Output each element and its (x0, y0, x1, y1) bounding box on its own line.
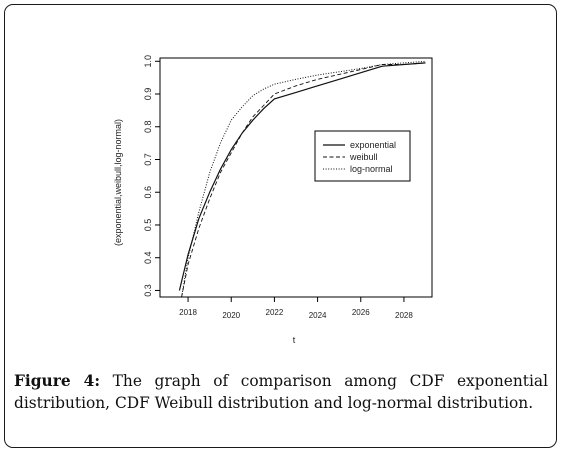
legend-label-log-normal: log-normal (350, 164, 393, 174)
y-tick-label: 0.3 (143, 284, 153, 297)
legend-box (314, 130, 411, 182)
figure-frame (4, 4, 557, 448)
series-line-weibull (181, 62, 426, 298)
caption-label: Figure 4: (14, 372, 101, 390)
y-tick-label: 0.4 (143, 251, 153, 264)
legend-label-weibull: weibull (349, 152, 378, 162)
y-tick-label: 0.5 (143, 219, 153, 232)
x-tick-label: 2018 (179, 308, 197, 317)
x-tick-label: 2024 (309, 311, 327, 320)
series-line-log-normal (181, 60, 426, 298)
caption-text: The graph of comparison among CDF expone… (14, 372, 548, 412)
plot-area (159, 57, 433, 298)
x-tick-label: 2026 (352, 308, 370, 317)
y-tick-label: 0.8 (143, 120, 153, 133)
y-tick-label: 0.7 (143, 153, 153, 166)
y-axis-label: (exponential,weibull,log-normal) (113, 119, 123, 246)
x-tick-label: 2020 (222, 311, 240, 320)
x-tick-label: 2022 (266, 308, 284, 317)
series-line-exponential (178, 62, 426, 291)
x-axis-label: t (293, 335, 296, 345)
y-tick-label: 1.0 (143, 55, 153, 68)
x-tick-label: 2028 (395, 311, 413, 320)
y-tick-label: 0.9 (143, 88, 153, 101)
y-tick-label: 0.6 (143, 186, 153, 199)
cdf-comparison-chart: 0.3 0.4 0.5 0.6 0.7 0.8 0.9 1.0 2018 2020 2022 2024… (113, 55, 433, 345)
figure-caption: Figure 4: The graph of comparison among … (14, 370, 548, 414)
legend-label-exponential: exponential (350, 140, 396, 150)
